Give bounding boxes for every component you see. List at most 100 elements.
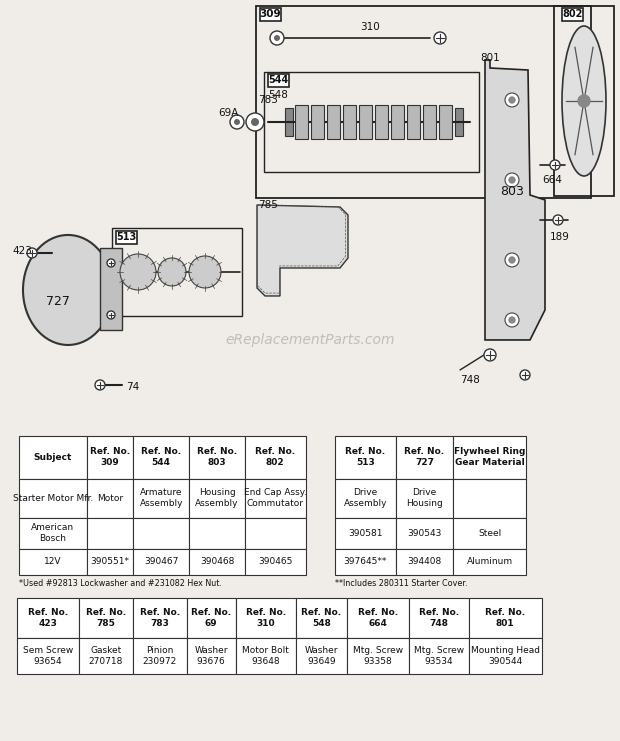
Bar <box>133 436 189 479</box>
Text: Ref. No.
664: Ref. No. 664 <box>358 608 398 628</box>
Text: 74: 74 <box>126 382 140 392</box>
Circle shape <box>246 113 264 131</box>
Text: Flywheel Ring
Gear Material: Flywheel Ring Gear Material <box>454 448 526 468</box>
Circle shape <box>107 311 115 319</box>
Text: 309: 309 <box>260 10 281 19</box>
Polygon shape <box>485 60 545 340</box>
Text: Ref. No.
310: Ref. No. 310 <box>246 608 286 628</box>
Text: 390465: 390465 <box>258 557 293 566</box>
Bar <box>335 548 396 575</box>
Text: 548: 548 <box>268 90 288 100</box>
Bar <box>87 479 133 518</box>
Bar <box>256 6 591 198</box>
Text: Drive
Assembly: Drive Assembly <box>343 488 387 508</box>
Bar <box>245 436 306 479</box>
Text: Ref. No.
548: Ref. No. 548 <box>301 608 342 628</box>
Text: 69A: 69A <box>218 108 238 118</box>
Circle shape <box>189 256 221 288</box>
Bar <box>343 105 356 139</box>
Text: Ref. No.
783: Ref. No. 783 <box>140 608 180 628</box>
Text: Ref. No.
748: Ref. No. 748 <box>418 608 459 628</box>
Text: 513: 513 <box>117 233 136 242</box>
Bar <box>327 105 340 139</box>
Circle shape <box>95 380 105 390</box>
Text: 310: 310 <box>360 22 379 32</box>
Circle shape <box>251 118 259 126</box>
Text: Ref. No.
803: Ref. No. 803 <box>197 448 237 468</box>
Bar <box>562 8 583 21</box>
Ellipse shape <box>23 235 113 345</box>
Bar <box>423 105 436 139</box>
Bar <box>391 105 404 139</box>
Bar <box>409 638 469 674</box>
Text: 727: 727 <box>46 295 70 308</box>
Bar <box>268 74 289 87</box>
Bar <box>189 479 245 518</box>
Circle shape <box>158 258 186 286</box>
Text: 785: 785 <box>258 200 278 210</box>
Text: 390467: 390467 <box>144 557 179 566</box>
Text: 397645**: 397645** <box>343 557 387 566</box>
Text: Gasket
270718: Gasket 270718 <box>89 646 123 666</box>
Bar <box>453 479 526 518</box>
Circle shape <box>509 97 515 103</box>
Bar <box>347 597 409 638</box>
Bar <box>453 518 526 548</box>
Circle shape <box>107 259 115 267</box>
Text: Motor: Motor <box>97 494 123 502</box>
Text: eReplacementParts.com: eReplacementParts.com <box>225 333 395 347</box>
Text: 801: 801 <box>480 53 500 63</box>
Bar <box>19 548 87 575</box>
Circle shape <box>505 253 519 267</box>
Bar <box>133 597 187 638</box>
Text: Ref. No.
785: Ref. No. 785 <box>86 608 126 628</box>
Bar <box>311 105 324 139</box>
Text: 803: 803 <box>500 185 524 198</box>
Bar <box>187 597 236 638</box>
Ellipse shape <box>562 26 606 176</box>
Bar <box>189 548 245 575</box>
Text: **Includes 280311 Starter Cover.: **Includes 280311 Starter Cover. <box>335 579 467 588</box>
Text: 390543: 390543 <box>407 528 441 538</box>
Circle shape <box>434 32 446 44</box>
Circle shape <box>509 177 515 183</box>
Bar <box>245 548 306 575</box>
Circle shape <box>550 160 560 170</box>
Circle shape <box>509 257 515 263</box>
Text: Starter Motor Mfr.: Starter Motor Mfr. <box>12 494 93 502</box>
Bar <box>19 518 87 548</box>
Text: 423: 423 <box>12 246 32 256</box>
Bar <box>407 105 420 139</box>
Circle shape <box>27 248 37 258</box>
Text: 12V: 12V <box>44 557 61 566</box>
Circle shape <box>234 119 240 125</box>
Bar <box>439 105 452 139</box>
Bar <box>335 479 396 518</box>
Bar <box>133 638 187 674</box>
Text: Ref. No.
423: Ref. No. 423 <box>28 608 68 628</box>
Text: Mounting Head
390544: Mounting Head 390544 <box>471 646 540 666</box>
Circle shape <box>520 370 530 380</box>
Text: 189: 189 <box>550 232 570 242</box>
Bar <box>295 105 308 139</box>
Text: 390551*: 390551* <box>91 557 130 566</box>
Bar <box>396 436 453 479</box>
Bar <box>236 597 296 638</box>
Text: 802: 802 <box>562 10 583 19</box>
Circle shape <box>505 173 519 187</box>
Bar <box>469 597 542 638</box>
Bar <box>453 548 526 575</box>
Bar <box>133 479 189 518</box>
Bar <box>260 8 281 21</box>
Circle shape <box>230 115 244 129</box>
Text: American
Bosch: American Bosch <box>31 523 74 543</box>
Text: 664: 664 <box>542 175 562 185</box>
Text: 544: 544 <box>268 76 289 85</box>
Bar <box>133 518 189 548</box>
Bar <box>375 105 388 139</box>
Text: Ref. No.
309: Ref. No. 309 <box>90 448 130 468</box>
Bar <box>296 638 347 674</box>
Bar <box>335 436 396 479</box>
Text: 394408: 394408 <box>407 557 441 566</box>
Bar <box>112 228 242 316</box>
